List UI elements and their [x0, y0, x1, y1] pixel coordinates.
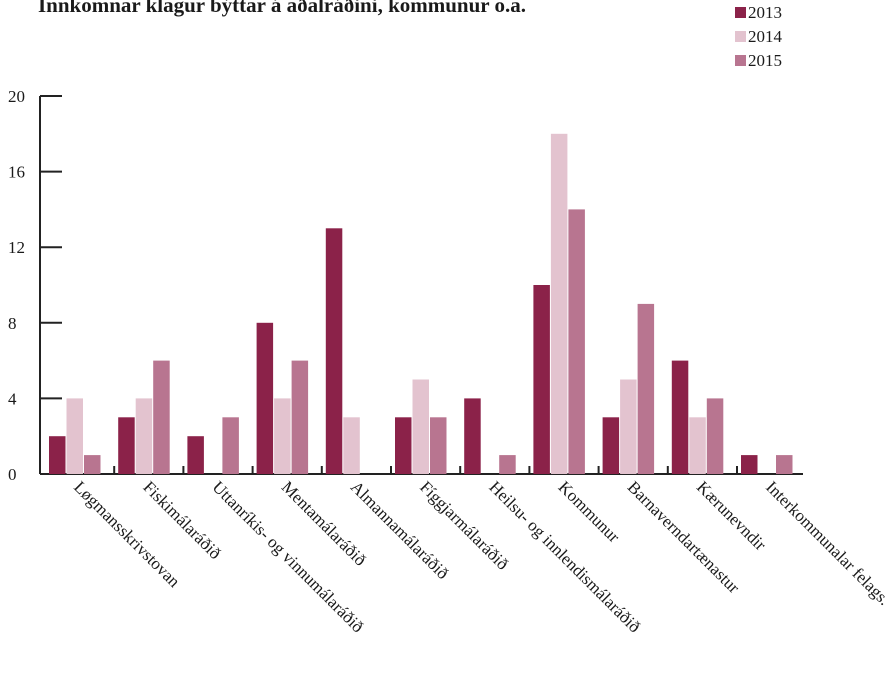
y-tick-label: 12: [8, 238, 25, 257]
bar: [66, 398, 83, 474]
legend-label: 2014: [748, 27, 783, 46]
legend: 2013 2014 2015: [735, 3, 783, 70]
category-label: Kærunevndir: [693, 477, 770, 554]
bar: [533, 285, 550, 474]
bar: [741, 455, 758, 474]
legend-label: 2013: [748, 3, 782, 22]
y-tick-label: 16: [8, 163, 25, 182]
bar: [689, 417, 706, 474]
bar: [430, 417, 447, 474]
legend-label: 2015: [748, 51, 782, 70]
chart-title: Innkomnar klagur býttar á aðalráðini, ko…: [38, 0, 526, 17]
bar: [49, 436, 66, 474]
legend-swatch: [735, 55, 746, 66]
y-tick-label: 8: [8, 314, 17, 333]
bar: [291, 360, 309, 474]
bar: [325, 228, 343, 474]
bar: [412, 379, 429, 474]
category-label: Uttanríkis- og vinnumálaráðið: [209, 477, 368, 636]
bar: [153, 360, 170, 474]
legend-swatch: [735, 7, 746, 18]
y-tick-label: 0: [8, 465, 17, 484]
bar: [776, 455, 793, 474]
bar: [256, 322, 274, 474]
bar: [706, 398, 724, 474]
bar: [671, 360, 689, 474]
bar: [187, 436, 204, 474]
bar: [84, 455, 101, 474]
bar: [602, 417, 620, 474]
bars: [49, 133, 793, 475]
category-label: Kommunur: [555, 477, 624, 546]
y-tick-label: 4: [8, 389, 17, 408]
bar: [637, 303, 655, 474]
bar: [135, 398, 153, 474]
bar: [550, 133, 568, 475]
y-tick-label: 20: [8, 87, 25, 106]
bar: [620, 379, 637, 474]
category-label: Interkommunalar felags.: [762, 477, 894, 609]
bar: [568, 209, 585, 474]
bar: [274, 398, 291, 474]
legend-swatch: [735, 31, 746, 42]
bar: [222, 417, 239, 474]
bar: [499, 455, 516, 474]
bar: [395, 417, 412, 474]
y-tick-labels: 0 4 8 12 16 20: [8, 87, 25, 484]
bar: [464, 398, 481, 474]
bar: [343, 417, 360, 474]
category-labels: LøgmansskrivstovanFiskimálaráðiðUttanrík…: [70, 477, 894, 636]
bar: [118, 417, 135, 474]
